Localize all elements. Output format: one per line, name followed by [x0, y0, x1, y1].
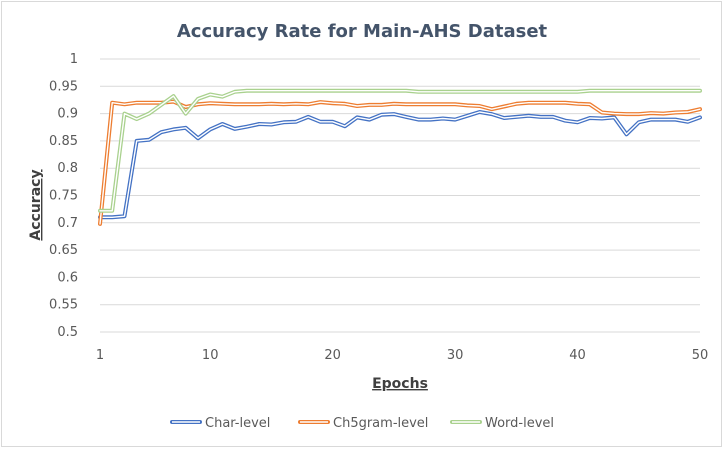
- series-lines: [98, 88, 702, 226]
- y-tick-label: 0.75: [49, 189, 78, 204]
- series-line-outer: [98, 110, 702, 220]
- y-tick-label: 0.7: [57, 216, 78, 231]
- legend-item: Word-level: [450, 416, 554, 431]
- legend-item: Ch5gram-level: [298, 416, 428, 431]
- y-tick-label: 0.55: [49, 298, 78, 313]
- y-tick-label: 0.5: [57, 325, 78, 340]
- y-tick-label: 0.65: [49, 243, 78, 258]
- y-axis-ticks: 0.5 0.55 0.6 0.65 0.7 0.75 0.8 0.85 0.9 0.95 1: [49, 52, 78, 340]
- x-tick-label: 40: [569, 348, 586, 363]
- series-line-inner: [99, 100, 701, 225]
- x-axis-ticks: 1 10 20 30 40 50: [96, 348, 708, 363]
- gridlines: [100, 58, 700, 333]
- legend-item: Char-level: [170, 416, 270, 431]
- x-tick-label: 20: [324, 348, 341, 363]
- y-axis-title: Accuracy: [28, 169, 44, 240]
- x-axis-title: Epochs: [372, 376, 428, 392]
- series-line-outer: [98, 99, 702, 226]
- series-line-inner: [99, 89, 701, 212]
- legend-label: Word-level: [485, 416, 554, 431]
- legend: Char-level Ch5gram-level Word-level: [170, 416, 554, 431]
- legend-label: Ch5gram-level: [333, 416, 428, 431]
- y-tick-label: 0.9: [57, 107, 78, 122]
- x-tick-label: 30: [447, 348, 464, 363]
- y-tick-label: 0.6: [57, 270, 78, 285]
- y-tick-label: 0.8: [57, 161, 78, 176]
- y-tick-label: 1: [70, 52, 78, 67]
- legend-label: Char-level: [205, 416, 270, 431]
- y-tick-label: 0.85: [49, 134, 78, 149]
- x-tick-label: 50: [692, 348, 709, 363]
- chart-title: Accuracy Rate for Main-AHS Dataset: [177, 21, 548, 42]
- y-tick-label: 0.95: [49, 79, 78, 94]
- x-tick-label: 1: [96, 348, 104, 363]
- x-tick-label: 10: [202, 348, 219, 363]
- series-line-inner: [99, 111, 701, 219]
